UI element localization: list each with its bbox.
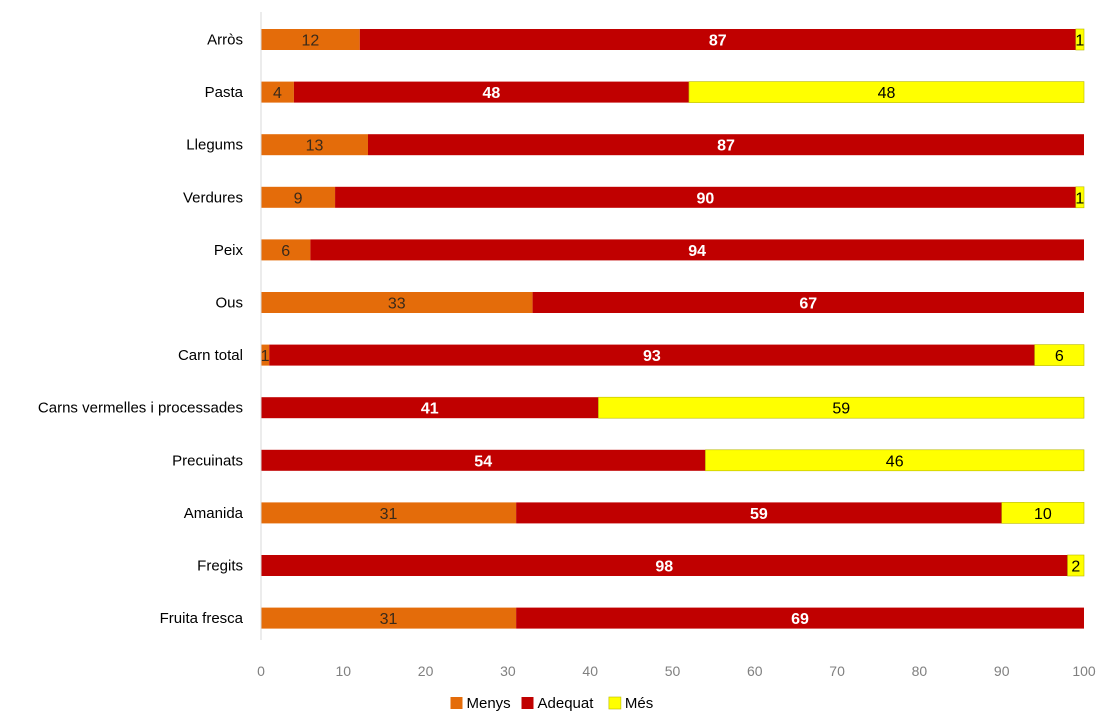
- bar-segment-adequat: [532, 292, 1084, 313]
- data-label: 93: [643, 348, 661, 365]
- bar-segment-més: [1001, 502, 1085, 524]
- category-label: Arròs: [207, 32, 243, 49]
- data-label: 10: [1034, 506, 1052, 523]
- bar-segment-menys: [261, 292, 533, 313]
- category-label: Llegums: [186, 137, 243, 154]
- bar-segment-adequat: [261, 555, 1068, 576]
- category-label: Carns vermelles i processades: [38, 400, 243, 417]
- bar-segment-menys: [261, 29, 360, 50]
- bar-segment-menys: [261, 134, 368, 156]
- x-tick-label: 10: [336, 663, 352, 679]
- data-label: 6: [1055, 348, 1064, 365]
- category-label: Pasta: [205, 84, 244, 101]
- data-label: 48: [483, 85, 501, 102]
- data-label: 1: [1075, 190, 1084, 207]
- bar-segment-menys: [261, 344, 270, 366]
- data-label: 46: [886, 453, 904, 470]
- bar-segment-més: [598, 396, 1085, 419]
- bar-segment-adequat: [310, 239, 1084, 261]
- data-label: 31: [380, 611, 398, 628]
- x-tick-label: 80: [912, 663, 928, 679]
- legend: Menys Adequat Més: [450, 695, 653, 712]
- x-tick-label: 70: [829, 663, 845, 679]
- x-tick-label: 100: [1072, 663, 1096, 679]
- legend-item-adequat: Adequat: [521, 695, 595, 712]
- legend-item-menys: Menys: [450, 695, 511, 712]
- data-label: 87: [709, 33, 727, 50]
- data-label: 6: [281, 243, 290, 260]
- bar-segment-adequat: [269, 344, 1035, 366]
- category-label: Fregits: [197, 558, 243, 575]
- data-label: 4: [273, 85, 282, 102]
- bar-segment-més: [1034, 344, 1085, 366]
- data-label: 98: [655, 559, 673, 576]
- category-label: Ous: [215, 295, 243, 312]
- x-axis: 0 10 20 30 40 50 60 70 80 90 100: [257, 12, 1096, 679]
- data-label: 1: [1075, 33, 1084, 50]
- data-label: 33: [388, 296, 406, 313]
- x-tick-label: 40: [582, 663, 598, 679]
- legend-label: Més: [625, 695, 653, 712]
- bar-segment-adequat: [367, 134, 1084, 156]
- legend-swatch: [450, 697, 463, 709]
- data-label: 1: [261, 348, 270, 365]
- x-tick-label: 90: [994, 663, 1010, 679]
- legend-swatch: [521, 697, 534, 709]
- data-label: 48: [878, 85, 896, 102]
- x-tick-label: 30: [500, 663, 516, 679]
- bar-segment-més: [705, 449, 1085, 472]
- category-label: Precuinats: [172, 452, 243, 469]
- bar-segment-adequat: [261, 449, 706, 471]
- bar-segment-menys: [261, 239, 311, 261]
- bars-layer: 12 87 1 4 48 48 13 87 9 90 1 6 94 33 67 1 93 6 41 59 54 46 31 5…: [261, 28, 1085, 629]
- category-labels: Arròs Pasta Llegums Verdures Peix Ous Carn tot…: [38, 32, 244, 628]
- bar-segment-menys: [261, 81, 294, 103]
- data-label: 59: [832, 401, 850, 418]
- data-label: 41: [421, 401, 439, 418]
- data-label: 94: [688, 243, 706, 260]
- bar-segment-adequat: [293, 81, 689, 103]
- x-tick-label: 60: [747, 663, 763, 679]
- category-label: Verdures: [183, 189, 243, 206]
- bar-segment-més: [1067, 554, 1085, 577]
- bar-segment-adequat: [359, 29, 1076, 50]
- data-label: 54: [474, 453, 492, 470]
- category-label: Peix: [214, 242, 244, 259]
- bar-segment-adequat: [516, 607, 1084, 629]
- data-label: 13: [306, 138, 324, 155]
- data-label: 87: [717, 138, 735, 155]
- bar-segment-adequat: [335, 186, 1076, 208]
- bar-segment-adequat: [516, 502, 1002, 524]
- data-label: 31: [380, 506, 398, 523]
- x-tick-label: 50: [665, 663, 681, 679]
- legend-swatch: [608, 696, 622, 710]
- bar-segment-menys: [261, 502, 517, 524]
- data-label: 90: [697, 190, 715, 207]
- data-label: 59: [750, 506, 768, 523]
- x-tick-label: 20: [418, 663, 434, 679]
- data-label: 67: [799, 296, 817, 313]
- legend-label: Adequat: [538, 695, 595, 712]
- data-label: 12: [301, 33, 319, 50]
- bar-segment-menys: [261, 607, 517, 629]
- category-label: Fruita fresca: [160, 610, 244, 627]
- x-tick-label: 0: [257, 663, 265, 679]
- legend-label: Menys: [467, 695, 511, 712]
- bar-segment-adequat: [261, 397, 599, 419]
- bar-segment-més: [688, 81, 1085, 103]
- category-label: Amanida: [184, 505, 244, 522]
- category-label: Carn total: [178, 347, 243, 364]
- data-label: 9: [294, 190, 303, 207]
- bar-segment-més: [1075, 28, 1085, 51]
- bar-segment-menys: [261, 186, 336, 208]
- data-label: 2: [1071, 559, 1080, 576]
- legend-item-més: Més: [608, 695, 653, 712]
- data-label: 69: [791, 611, 809, 628]
- bar-segment-més: [1075, 186, 1085, 209]
